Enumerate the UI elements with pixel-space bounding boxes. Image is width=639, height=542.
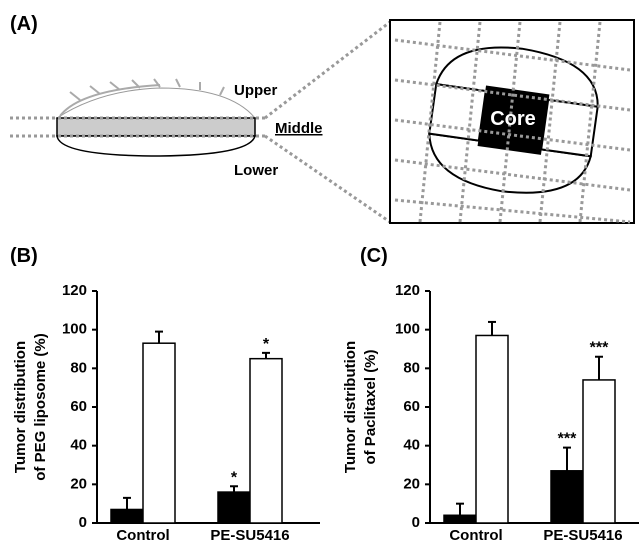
x-tick-label: PE-SU5416 <box>210 527 289 542</box>
layer-label: Upper <box>234 82 278 99</box>
y-tick-label: 0 <box>79 514 87 531</box>
bar <box>143 343 175 523</box>
y-tick-label: 60 <box>403 398 420 415</box>
zoom-line <box>265 22 390 118</box>
x-tick-label: Control <box>116 527 169 542</box>
panel-label: (C) <box>360 245 388 267</box>
core-label: Core <box>490 108 536 130</box>
bar <box>583 380 615 523</box>
panel-label: (B) <box>10 245 38 267</box>
y-tick-label: 80 <box>403 359 420 376</box>
bar <box>218 492 250 523</box>
significance: * <box>231 469 238 486</box>
y-tick-label: 20 <box>70 475 87 492</box>
middle-layer <box>57 118 255 136</box>
bar <box>444 515 476 523</box>
y-tick-label: 40 <box>70 437 87 454</box>
y-axis-label: of PEG liposome (%) <box>32 333 49 481</box>
panel-a: (A) Upper Middle Lower Core <box>10 13 634 223</box>
y-tick-label: 20 <box>403 475 420 492</box>
zoom-line <box>265 136 390 222</box>
figure: (A) Upper Middle Lower Core (B) Tumor dis… <box>0 0 639 542</box>
upper-layer <box>57 88 255 118</box>
y-tick-label: 120 <box>395 282 420 299</box>
y-tick-label: 40 <box>403 437 420 454</box>
y-axis-label: of Paclitaxel (%) <box>362 349 379 464</box>
y-tick-label: 60 <box>70 398 87 415</box>
bar <box>111 509 143 523</box>
y-tick-label: 100 <box>395 321 420 338</box>
bar <box>551 471 583 523</box>
bar <box>476 335 508 523</box>
significance: *** <box>590 340 609 357</box>
y-tick-label: 120 <box>62 282 87 299</box>
lower-layer <box>57 136 255 156</box>
layer-label: Lower <box>234 162 278 179</box>
significance: * <box>263 336 270 353</box>
bar <box>250 359 282 523</box>
layer-label: Middle <box>275 120 323 137</box>
significance: *** <box>558 431 577 448</box>
y-tick-label: 100 <box>62 321 87 338</box>
y-tick-label: 80 <box>70 359 87 376</box>
y-axis-label: Tumor distribution <box>12 341 29 473</box>
x-tick-label: Control <box>449 527 502 542</box>
x-tick-label: PE-SU5416 <box>543 527 622 542</box>
y-tick-label: 0 <box>412 514 420 531</box>
y-axis-label: Tumor distribution <box>342 341 359 473</box>
panel-label: (A) <box>10 13 38 35</box>
